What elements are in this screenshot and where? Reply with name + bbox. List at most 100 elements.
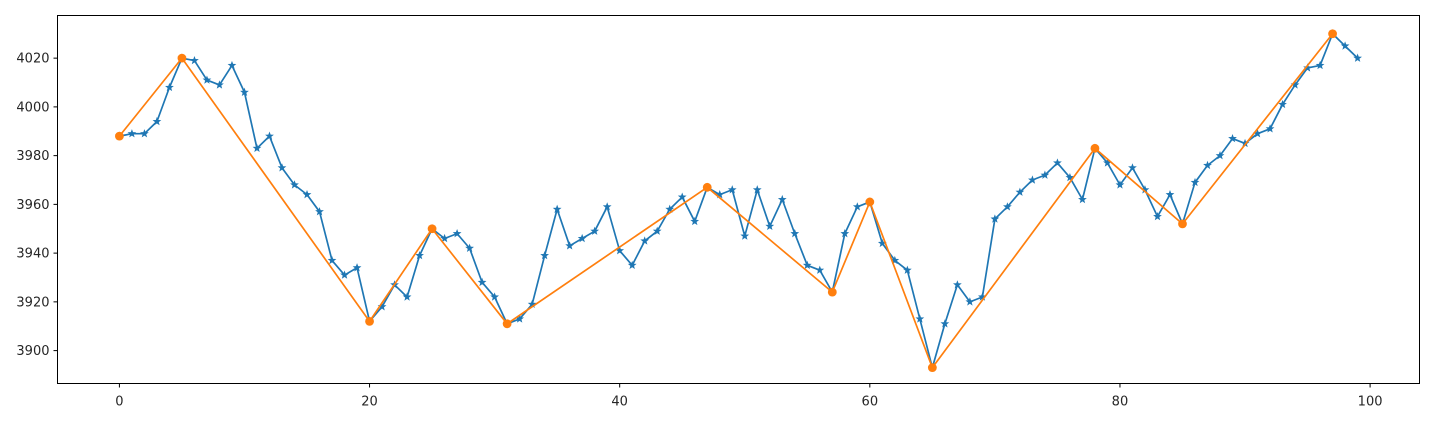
data-point-star <box>252 143 262 153</box>
data-point-star <box>1278 99 1287 109</box>
data-point-circle <box>365 316 374 326</box>
data-point-star <box>1353 53 1362 62</box>
x-tick-label: 100 <box>1358 395 1383 410</box>
data-point-circle <box>927 363 937 373</box>
data-point-star <box>340 270 349 279</box>
data-point-star <box>1203 160 1212 170</box>
data-point-star <box>1103 158 1112 167</box>
data-point-star <box>1153 211 1162 221</box>
data-point-star <box>652 226 662 235</box>
data-point-star <box>377 302 387 311</box>
x-tick-label: 80 <box>1112 395 1129 410</box>
data-point-star <box>515 314 524 323</box>
data-point-star <box>240 87 249 96</box>
data-point-star <box>602 202 612 211</box>
data-point-star <box>415 250 424 260</box>
data-point-star <box>715 190 725 199</box>
plot-frame <box>57 15 1420 384</box>
data-point-star <box>540 250 550 260</box>
x-axis: 0 20 40 60 80 100 <box>115 383 1383 410</box>
data-point-star <box>990 214 1000 223</box>
data-point-star <box>290 180 299 189</box>
data-point-star <box>1253 129 1262 138</box>
data-point-star <box>1315 60 1325 70</box>
data-point-star <box>1115 180 1125 189</box>
y-axis: 3900 3920 3940 3960 3980 4000 4020 <box>16 52 58 359</box>
data-point-star <box>1215 151 1225 160</box>
data-point-star <box>1040 170 1050 179</box>
data-point-star <box>1240 138 1250 148</box>
data-point-star <box>227 60 237 70</box>
x-tick-label: 20 <box>361 395 378 410</box>
data-point-circle <box>1178 219 1187 229</box>
data-point-star <box>802 260 812 270</box>
data-point-star <box>215 80 224 89</box>
data-point-star <box>1053 158 1062 167</box>
y-tick-label: 3900 <box>16 344 49 359</box>
data-point-circle <box>1328 29 1337 39</box>
data-point-star <box>202 75 212 84</box>
data-point-star <box>740 231 750 240</box>
data-point-star <box>1128 163 1137 172</box>
data-point-star <box>665 204 675 213</box>
y-tick-label: 3940 <box>16 247 49 262</box>
data-point-star <box>165 82 174 92</box>
series-1-line <box>118 33 1334 369</box>
data-point-star <box>265 131 274 140</box>
data-point-star <box>1340 41 1350 50</box>
data-point-star <box>1265 124 1275 133</box>
data-point-star <box>452 229 462 238</box>
data-point-star <box>978 292 987 301</box>
data-point-circle <box>502 319 512 329</box>
data-point-star <box>327 255 337 265</box>
data-point-star <box>565 241 575 250</box>
data-point-star <box>1303 63 1312 72</box>
data-point-star <box>953 280 962 289</box>
data-point-star <box>877 238 887 248</box>
data-point-star <box>765 221 775 231</box>
data-point-star <box>465 243 474 252</box>
data-point-circle <box>177 53 187 63</box>
data-point-star <box>302 190 312 199</box>
data-point-star <box>1003 202 1012 211</box>
data-point-star <box>140 129 149 138</box>
data-point-star <box>352 263 362 272</box>
data-point-star <box>677 192 687 201</box>
y-tick-label: 3960 <box>16 198 49 213</box>
data-point-star <box>315 207 324 216</box>
data-point-circle <box>115 131 124 141</box>
data-point-star <box>1290 80 1300 89</box>
data-point-circle <box>865 197 875 207</box>
data-point-circle <box>427 224 437 234</box>
data-point-star <box>402 292 412 301</box>
y-tick-label: 4000 <box>16 100 49 115</box>
data-point-star <box>902 265 912 274</box>
y-tick-label: 3980 <box>16 149 49 164</box>
data-point-circle <box>1090 143 1100 153</box>
data-point-star <box>1065 172 1075 182</box>
data-point-star <box>840 229 850 238</box>
data-point-star <box>127 129 137 138</box>
data-point-star <box>440 233 449 243</box>
y-tick-label: 3920 <box>16 295 49 310</box>
data-point-star <box>1228 133 1237 143</box>
data-point-star <box>615 246 625 255</box>
data-point-star <box>1190 177 1200 187</box>
data-point-star <box>1028 175 1037 184</box>
data-point-star <box>627 260 637 270</box>
data-point-star <box>940 319 950 328</box>
x-tick-label: 40 <box>611 395 628 410</box>
data-point-star <box>815 265 825 274</box>
data-point-star <box>727 185 737 194</box>
data-point-star <box>690 216 700 226</box>
data-point-star <box>1015 187 1025 196</box>
data-point-star <box>640 236 650 245</box>
y-tick-label: 4020 <box>16 52 49 67</box>
data-point-star <box>915 314 925 323</box>
data-point-star <box>190 55 199 65</box>
data-point-star <box>1140 185 1150 194</box>
data-point-star <box>577 233 587 243</box>
data-point-circle <box>702 182 712 192</box>
